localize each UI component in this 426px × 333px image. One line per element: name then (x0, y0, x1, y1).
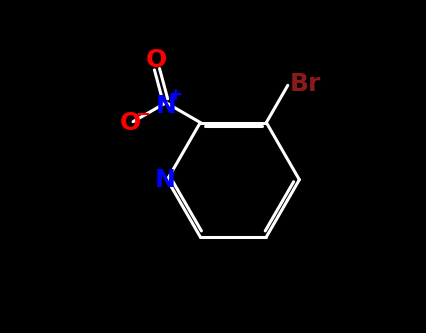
Text: +: + (168, 87, 182, 105)
Text: N: N (155, 168, 176, 192)
Text: O: O (120, 111, 141, 135)
Text: N: N (155, 94, 176, 118)
Text: −: − (135, 106, 150, 124)
Text: O: O (145, 48, 167, 72)
Text: Br: Br (289, 72, 320, 96)
